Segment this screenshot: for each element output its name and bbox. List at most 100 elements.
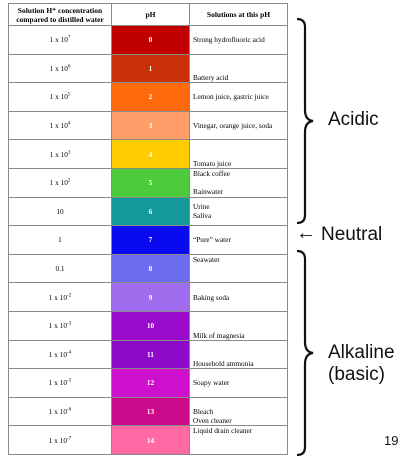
alkaline-label: Alkaline (basic) xyxy=(328,342,395,386)
table-row: 1 x 107 0 Strong hydrofluoric acid xyxy=(8,25,288,55)
concentration-value: 1 x 10 xyxy=(49,35,68,45)
solutions-cell: Soapy water xyxy=(189,368,288,398)
ph-cell: 14 xyxy=(111,425,190,455)
ph-cell: 8 xyxy=(111,253,190,284)
concentration-value: 1 x 10 xyxy=(49,63,68,73)
solutions-cell: Milk of magnesia xyxy=(189,310,288,341)
concentration-exponent: 6 xyxy=(67,64,71,70)
concentration-cell: 1 x 10-2 xyxy=(8,282,112,312)
concentration-value: 1 x 10 xyxy=(48,407,68,417)
concentration-exponent: -3 xyxy=(67,321,72,327)
ph-cell: 1 xyxy=(111,53,190,84)
ph-cell: 13 xyxy=(111,396,190,427)
page-number: 19 xyxy=(384,433,399,448)
table-row: 1 x 10-2 9 Baking soda xyxy=(8,282,288,312)
concentration-cell: 1 x 104 xyxy=(8,110,112,141)
header-ph: pH xyxy=(111,3,190,26)
ph-cell: 12 xyxy=(111,368,190,398)
concentration-cell: 1 x 10-7 xyxy=(8,425,112,455)
alkaline-label-line2: (basic) xyxy=(328,364,386,385)
concentration-exponent: 2 xyxy=(67,178,71,184)
concentration-exponent: -5 xyxy=(67,379,72,384)
solutions-cell: Seawater xyxy=(189,253,288,284)
table-row: 1 x 106 1 Battery acid xyxy=(8,53,288,84)
concentration-exponent: 7 xyxy=(67,35,71,41)
table-row: 1 x 10-4 11 Household ammonia xyxy=(8,339,288,370)
ph-scale-table: Solution H⁺ concentration compared to di… xyxy=(8,3,288,455)
table-row: 1 x 10-3 10 Milk of magnesia xyxy=(8,310,288,341)
concentration-value: 1 x 10 xyxy=(48,349,68,359)
solutions-cell: Liquid drain cleaner xyxy=(189,425,288,455)
ph-cell: 9 xyxy=(111,282,190,312)
table-row: 1 x 10-7 14 Liquid drain cleaner xyxy=(8,425,288,455)
table-row: 0.1 8 Seawater xyxy=(8,253,288,284)
ph-cell: 7 xyxy=(111,225,190,255)
table-row: 1 x 102 5 Black coffee Rainwater xyxy=(8,167,288,198)
ph-cell: 4 xyxy=(111,139,190,169)
solutions-cell: Tomato juice xyxy=(189,139,288,169)
concentration-value: 1 x 10 xyxy=(49,121,68,131)
concentration-value: 1 xyxy=(58,235,62,245)
concentration-exponent: -2 xyxy=(67,293,72,299)
concentration-exponent: -7 xyxy=(67,436,72,442)
table-row: 1 x 104 3 Vinegar, orange juice, soda xyxy=(8,110,288,141)
ph-cell: 11 xyxy=(111,339,190,370)
concentration-cell: 1 x 10-3 xyxy=(8,310,112,341)
header-solutions: Solutions at this pH xyxy=(189,3,288,26)
table-row: 1 x 10-6 13 Bleach Oven cleaner xyxy=(8,396,288,427)
solutions-cell: Baking soda xyxy=(189,282,288,312)
table-body: 1 x 107 0 Strong hydrofluoric acid 1 x 106 1… xyxy=(8,25,288,455)
neutral-arrow-icon: ← xyxy=(296,222,316,244)
solutions-cell: “Pure” water xyxy=(189,225,288,255)
header-concentration-line2: compared to distilled water xyxy=(16,14,104,24)
concentration-cell: 0.1 xyxy=(8,253,112,284)
solutions-cell: Urine Saliva xyxy=(189,196,288,227)
table-row: 1 x 103 4 Tomato juice xyxy=(8,139,288,169)
header-concentration-line1: Solution H⁺ concentration xyxy=(17,5,103,15)
solutions-cell: Bleach Oven cleaner xyxy=(189,396,288,427)
table-row: 10 6 Urine Saliva xyxy=(8,196,288,227)
concentration-exponent: -4 xyxy=(67,350,72,356)
solutions-cell: Vinegar, orange juice, soda xyxy=(189,110,288,141)
table-row: 1 7 “Pure” water xyxy=(8,225,288,255)
concentration-cell: 1 x 102 xyxy=(8,167,112,198)
concentration-cell: 1 x 10-5 xyxy=(8,368,112,398)
concentration-cell: 1 x 103 xyxy=(8,139,112,169)
solutions-cell: Lemon juice, gastric juice xyxy=(189,82,288,112)
concentration-cell: 10 xyxy=(8,196,112,227)
concentration-value: 1 x 10 xyxy=(49,92,68,102)
ph-cell: 5 xyxy=(111,167,190,198)
acidic-label: Acidic xyxy=(328,109,379,130)
ph-cell: 0 xyxy=(111,25,190,55)
solutions-cell: Household ammonia xyxy=(189,339,288,370)
acidic-bracket xyxy=(296,18,314,224)
concentration-value: 1 x 10 xyxy=(49,149,68,159)
table-row: 1 x 10-5 12 Soapy water xyxy=(8,368,288,398)
concentration-value: 1 x 10 xyxy=(48,321,68,331)
ph-cell: 3 xyxy=(111,110,190,141)
alkaline-label-line1: Alkaline xyxy=(328,342,395,363)
concentration-value: 1 x 10 xyxy=(48,292,68,302)
table-row: 1 x 105 2 Lemon juice, gastric juice xyxy=(8,82,288,112)
ph-cell: 10 xyxy=(111,310,190,341)
concentration-value: 1 x 10 xyxy=(48,378,68,388)
ph-cell: 2 xyxy=(111,82,190,112)
concentration-cell: 1 x 105 xyxy=(8,82,112,112)
alkaline-bracket xyxy=(296,250,314,456)
solutions-cell: Battery acid xyxy=(189,53,288,84)
ph-cell: 6 xyxy=(111,196,190,227)
solutions-cell: Strong hydrofluoric acid xyxy=(189,25,288,55)
concentration-exponent: 4 xyxy=(67,121,71,127)
concentration-cell: 1 x 10-6 xyxy=(8,396,112,427)
concentration-cell: 1 xyxy=(8,225,112,255)
concentration-exponent: -6 xyxy=(67,407,72,413)
header-concentration: Solution H⁺ concentration compared to di… xyxy=(8,3,112,26)
concentration-cell: 1 x 10-4 xyxy=(8,339,112,370)
concentration-cell: 1 x 106 xyxy=(8,53,112,84)
solutions-cell: Black coffee Rainwater xyxy=(189,167,288,198)
concentration-value: 10 xyxy=(56,206,64,216)
concentration-cell: 1 x 107 xyxy=(8,25,112,55)
neutral-label: Neutral xyxy=(321,224,383,245)
concentration-value: 1 x 10 xyxy=(49,178,68,188)
concentration-exponent: 3 xyxy=(67,150,71,156)
